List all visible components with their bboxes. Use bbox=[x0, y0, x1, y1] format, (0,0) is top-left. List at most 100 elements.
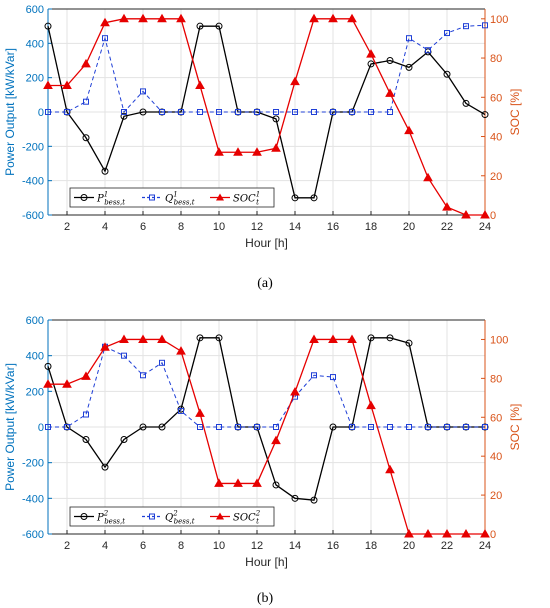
data-point-p bbox=[367, 60, 375, 68]
data-point-soc bbox=[81, 58, 91, 68]
data-point-q bbox=[178, 407, 184, 414]
y-left-tick-label: -200 bbox=[22, 458, 44, 470]
data-point-q bbox=[254, 109, 260, 115]
data-point-q bbox=[178, 109, 184, 115]
x-tick-label: 24 bbox=[479, 540, 491, 552]
data-point-soc bbox=[119, 13, 129, 23]
x-tick-label: 20 bbox=[403, 221, 415, 233]
y-right-axis-label: SOC [%] bbox=[508, 404, 522, 451]
data-point-p bbox=[44, 22, 52, 30]
data-point-soc bbox=[480, 209, 490, 219]
data-point-soc bbox=[81, 371, 91, 380]
legend-label-p: P1 bess,t bbox=[96, 191, 125, 207]
data-point-q bbox=[406, 35, 412, 42]
data-point-soc bbox=[309, 334, 319, 343]
chart-a: 2 4 6 8 10 12 14 16 18 20 22 24-600-400-20002004006… bbox=[3, 4, 522, 250]
data-point-q bbox=[83, 98, 89, 105]
y-left-tick-label: 200 bbox=[26, 386, 44, 398]
data-point-q bbox=[140, 88, 146, 95]
data-point-soc bbox=[347, 13, 357, 23]
x-tick-label: 22 bbox=[441, 540, 453, 552]
series-line-p bbox=[47, 337, 485, 501]
data-point-soc bbox=[62, 80, 72, 90]
legend-marker bbox=[216, 512, 224, 520]
x-tick-label: 14 bbox=[289, 540, 301, 552]
data-point-q bbox=[406, 424, 412, 430]
series-line-q bbox=[48, 24, 486, 114]
data-point-q bbox=[102, 35, 108, 42]
data-point-soc bbox=[404, 528, 414, 538]
x-tick-label: 10 bbox=[213, 221, 225, 233]
x-tick-label: 18 bbox=[365, 540, 377, 552]
data-point-p bbox=[82, 134, 90, 142]
data-point-soc bbox=[176, 346, 186, 355]
data-point-p bbox=[158, 423, 166, 431]
x-axis-label: Hour [h] bbox=[245, 555, 288, 569]
data-point-q bbox=[197, 109, 203, 115]
data-point-soc bbox=[423, 528, 433, 538]
legend-label-q: Q2 bess,t bbox=[165, 510, 195, 526]
y-left-tick-label: 400 bbox=[26, 351, 44, 363]
data-point-q bbox=[216, 109, 222, 115]
x-tick-label: 20 bbox=[403, 540, 415, 552]
data-point-soc bbox=[157, 13, 167, 23]
data-point-soc bbox=[214, 147, 224, 156]
data-point-p bbox=[329, 423, 337, 431]
data-point-q bbox=[197, 424, 203, 430]
y-left-tick-label: -600 bbox=[22, 210, 44, 222]
data-point-soc bbox=[461, 209, 471, 219]
y-right-tick-label: 80 bbox=[490, 53, 502, 65]
data-point-q bbox=[273, 424, 279, 430]
data-point-p bbox=[101, 167, 109, 175]
data-point-soc bbox=[347, 334, 357, 343]
data-point-q bbox=[311, 109, 317, 115]
y-left-tick-label: -400 bbox=[22, 493, 44, 505]
y-left-tick-label: 0 bbox=[38, 422, 44, 434]
legend-label-p: P2 bess,t bbox=[96, 510, 125, 526]
data-point-q bbox=[235, 424, 241, 430]
x-tick-label: 6 bbox=[140, 540, 146, 552]
y-right-tick-label: 0 bbox=[490, 210, 496, 222]
x-tick-label: 12 bbox=[251, 221, 263, 233]
data-point-q bbox=[349, 109, 355, 115]
data-point-soc bbox=[271, 435, 281, 445]
y-left-tick-label: -400 bbox=[22, 176, 44, 188]
data-point-q bbox=[45, 109, 51, 115]
data-point-soc bbox=[176, 13, 186, 23]
data-point-q bbox=[482, 22, 488, 29]
data-point-q bbox=[292, 109, 298, 115]
legend-box bbox=[69, 506, 275, 527]
y-right-tick-label: 80 bbox=[490, 373, 502, 385]
x-tick-label: 12 bbox=[251, 540, 263, 552]
legend-marker bbox=[80, 513, 88, 520]
data-point-p bbox=[386, 57, 394, 64]
data-point-p bbox=[310, 194, 318, 202]
data-point-soc bbox=[271, 143, 281, 152]
legend-marker bbox=[149, 194, 155, 201]
data-point-soc bbox=[290, 386, 300, 396]
x-tick-label: 8 bbox=[178, 221, 184, 233]
data-point-p bbox=[120, 112, 128, 120]
data-point-q bbox=[463, 23, 469, 30]
x-tick-label: 10 bbox=[213, 540, 225, 552]
data-point-q bbox=[425, 47, 431, 54]
data-point-q bbox=[273, 109, 279, 115]
legend-label-soc: SOC2 t bbox=[233, 510, 261, 526]
legend-marker bbox=[149, 513, 155, 520]
data-point-p bbox=[44, 362, 52, 370]
data-point-soc bbox=[442, 528, 452, 538]
data-point-soc bbox=[62, 379, 72, 388]
data-point-soc bbox=[100, 17, 110, 27]
data-point-p bbox=[215, 22, 223, 30]
legend-marker bbox=[80, 194, 88, 201]
series-line-p bbox=[47, 25, 486, 199]
data-point-q bbox=[463, 424, 469, 430]
data-point-q bbox=[64, 109, 70, 115]
data-point-p bbox=[139, 108, 147, 116]
y-left-tick-label: 0 bbox=[38, 107, 44, 119]
data-point-q bbox=[83, 411, 89, 418]
data-point-p bbox=[272, 481, 280, 489]
data-point-q bbox=[159, 359, 165, 366]
legend-marker bbox=[216, 193, 224, 201]
